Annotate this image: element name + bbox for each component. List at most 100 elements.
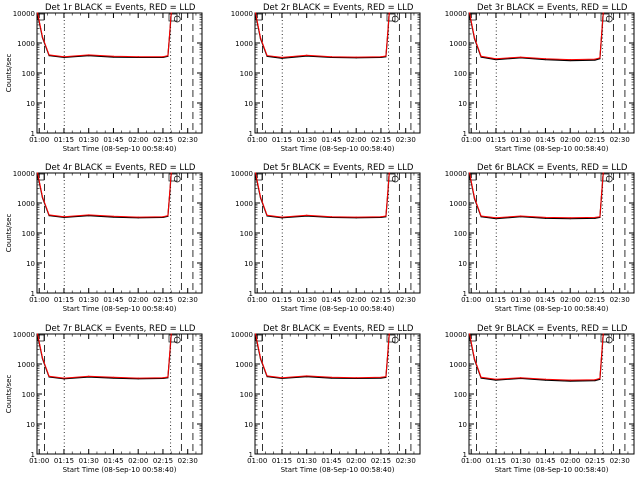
y-axis-label: Counts/sec [5,214,13,253]
series-line-events [37,13,172,59]
y-tick-label: 10000 [231,10,253,18]
y-tick-label: 100 [22,230,35,238]
y-tick-label: 10000 [231,331,253,339]
plot-frame [254,333,421,455]
chart-title: Det 4r BLACK = Events, RED = LLD [45,163,196,173]
chart-panel-1: Det 1r BLACK = Events, RED = LLD 1 10 100 10… [5,3,203,153]
end-marker-box [600,334,610,343]
series-line-lld [469,12,604,61]
plot-frame [36,12,203,134]
data-point-lld [48,214,50,216]
data-point-lld [266,55,268,57]
end-marker-circle [391,175,399,183]
end-marker-box [168,173,178,182]
x-tick-label: 01:30 [79,136,99,144]
data-point-lld [259,37,262,39]
x-axis-label: Start Time (08-Sep-10 00:58:40) [495,305,609,313]
data-point-lld [480,55,482,57]
series-line-lld [37,333,172,379]
y-tick-label: 10000 [13,10,35,18]
y-tick-label: 1000 [235,361,253,369]
y-tick-label: 1 [31,130,35,138]
y-tick-label: 1 [31,451,35,459]
x-tick-label: 01:00 [247,136,267,144]
series-line-events [469,173,604,220]
x-axis-label: Start Time (08-Sep-10 00:58:40) [281,145,395,153]
data-point-lld [41,36,44,38]
data-point-lld [355,377,357,379]
y-tick-label: 1000 [449,200,467,208]
data-point-lld [266,375,268,377]
x-tick-label: 01:45 [321,136,341,144]
data-point-lld [48,375,50,377]
end-marker-circle [605,336,613,344]
x-axis-label: Start Time (08-Sep-10 00:58:40) [63,466,177,474]
data-point-lld [167,376,169,378]
x-tick-label: 02:00 [346,296,366,304]
chart-panel-2: Det 2r BLACK = Events, RED = LLD 1 10 100 10… [231,3,421,153]
plot-frame [36,333,203,455]
data-point-events [495,58,497,61]
plot-frame [468,172,635,294]
data-point-lld [112,215,115,217]
data-point-lld [594,379,596,381]
data-point-lld [162,377,164,379]
data-point-lld [569,217,571,219]
end-marker-circle [173,336,181,344]
x-tick-label: 01:30 [297,136,317,144]
data-point-lld [41,357,44,359]
x-tick-label: 02:15 [585,457,605,465]
y-tick-label: 10000 [231,170,253,178]
data-point-events [569,218,571,220]
x-tick-label: 01:30 [79,296,99,304]
data-point-lld [388,333,390,335]
data-point-events [569,59,571,62]
data-point-lld [599,216,601,218]
x-tick-label: 02:00 [128,296,148,304]
plot-frame [468,333,635,455]
x-tick-label: 01:45 [535,457,555,465]
x-tick-label: 01:15 [486,136,506,144]
data-point-lld [330,376,333,378]
x-axis-label: Start Time (08-Sep-10 00:58:40) [63,145,177,153]
data-point-lld [254,333,257,335]
x-tick-label: 01:30 [511,136,531,144]
x-tick-label: 01:15 [272,136,292,144]
data-point-lld [259,196,262,198]
data-point-lld [480,376,482,378]
x-tick-label: 02:15 [153,136,173,144]
series-line-lld [255,172,390,218]
x-tick-label: 01:30 [297,457,317,465]
x-tick-label: 02:00 [560,136,580,144]
x-tick-label: 02:15 [371,296,391,304]
plot-frame [36,172,203,294]
chart-panel-7: Det 7r BLACK = Events, RED = LLD 1 10 100 10… [5,324,203,474]
y-tick-label: 100 [240,391,253,399]
x-tick-label: 02:00 [346,457,366,465]
x-tick-label: 02:30 [396,457,416,465]
data-point-lld [520,56,522,58]
x-tick-label: 02:00 [560,457,580,465]
data-point-lld [137,56,139,58]
data-point-lld [544,58,547,60]
x-tick-label: 01:45 [535,296,555,304]
data-point-lld [495,378,497,380]
x-tick-label: 02:15 [371,457,391,465]
chart-title: Det 9r BLACK = Events, RED = LLD [477,324,628,334]
data-point-lld [600,355,603,357]
y-tick-label: 100 [240,70,253,78]
y-tick-label: 100 [454,230,467,238]
y-tick-label: 1 [463,130,467,138]
data-point-lld [137,377,139,379]
y-tick-label: 10000 [445,331,467,339]
data-point-lld [380,376,382,378]
plot-frame [254,172,421,294]
series-line-lld [469,333,604,381]
data-point-events [495,379,497,381]
y-tick-label: 10 [244,100,253,108]
x-axis-label: Start Time (08-Sep-10 00:58:40) [495,145,609,153]
end-marker-circle [173,175,181,183]
data-point-events [594,59,596,61]
data-point-lld [544,378,547,380]
